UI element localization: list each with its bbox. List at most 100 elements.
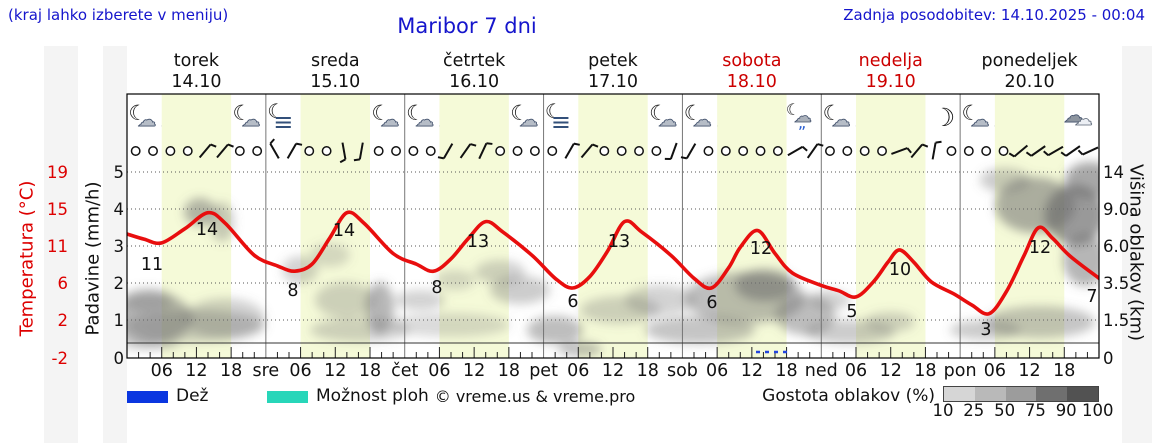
calm-wind-icon bbox=[616, 146, 627, 156]
temp-value-label: 8 bbox=[431, 278, 442, 298]
calm-wind-icon bbox=[495, 146, 506, 156]
temp-value-label: 12 bbox=[750, 239, 772, 259]
wind-barb-icon bbox=[806, 143, 819, 159]
calm-wind-icon bbox=[755, 146, 766, 156]
calm-wind-icon bbox=[720, 146, 731, 156]
wind-barb-icon bbox=[269, 143, 280, 159]
cloud-density-label: Gostota oblakov (%) bbox=[762, 386, 935, 406]
time-label: 12 bbox=[601, 361, 625, 381]
time-label: 12 bbox=[879, 361, 902, 381]
precip-tick-label: 0 bbox=[113, 349, 125, 368]
calm-wind-icon bbox=[373, 146, 384, 156]
temp-value-label: 8 bbox=[287, 281, 298, 301]
calm-wind-icon bbox=[529, 146, 540, 156]
day-date: 19.10 bbox=[865, 72, 916, 92]
day-name: ponedeljek bbox=[981, 51, 1078, 71]
sun-cloud-icon: ☀ ☁ bbox=[612, 100, 644, 131]
precip-tick-label: 2 bbox=[113, 274, 125, 293]
sun-cloud-icon: ☀ ☁ bbox=[195, 100, 227, 131]
calm-wind-icon bbox=[946, 146, 957, 156]
moon-icon: ☽ bbox=[932, 103, 956, 132]
day-abbrev-label: pon bbox=[943, 361, 977, 381]
calm-wind-icon bbox=[859, 146, 870, 156]
wind-barb-icon bbox=[564, 143, 575, 159]
wind-barb-icon bbox=[1065, 145, 1081, 157]
time-label: 06 bbox=[706, 361, 729, 381]
calm-wind-icon bbox=[981, 146, 992, 156]
time-label: 06 bbox=[428, 361, 451, 381]
day-header: torek 14.10 bbox=[127, 51, 265, 93]
sun-cloud-icon: ☀ ☁ bbox=[161, 100, 193, 131]
calm-wind-icon bbox=[963, 146, 974, 156]
day-date: 14.10 bbox=[171, 72, 222, 92]
calm-wind-icon bbox=[391, 146, 401, 156]
day-abbrev-label: čet bbox=[391, 361, 419, 381]
sun-fog-icon: ☀ ≡ bbox=[579, 99, 605, 136]
day-date: 17.10 bbox=[587, 72, 639, 92]
temp-value-label: 14 bbox=[196, 220, 218, 240]
cloud-tick-label: 6.0 bbox=[1103, 237, 1130, 256]
temp-tick-label: 15 bbox=[47, 200, 68, 219]
calm-wind-icon bbox=[252, 146, 263, 156]
calm-wind-icon bbox=[408, 146, 419, 156]
density-tick-label: 10 bbox=[932, 401, 954, 420]
time-label: 06 bbox=[567, 361, 590, 381]
wind-barb-icon bbox=[286, 143, 298, 159]
time-label: 18 bbox=[220, 361, 243, 381]
precip-tick-label: 3 bbox=[113, 237, 125, 256]
cloud-tick-label: 14 bbox=[1103, 163, 1124, 182]
time-label: 06 bbox=[289, 361, 312, 381]
precip-tick-label: 5 bbox=[113, 163, 125, 182]
sun-cloud-icon: ☀ ☁ bbox=[855, 100, 887, 131]
moon-cloud-icon: ☾ ☁ bbox=[406, 101, 435, 131]
wind-barb-icon bbox=[1047, 145, 1064, 157]
sun-cloud-icon: ☀ ☁ bbox=[438, 100, 470, 131]
density-tick-label: 100 bbox=[1082, 401, 1114, 420]
precip-ticks-band bbox=[103, 46, 127, 443]
time-label: 18 bbox=[775, 361, 798, 381]
calm-wind-icon bbox=[634, 146, 644, 156]
wind-barb-icon bbox=[1030, 145, 1046, 157]
calm-wind-icon bbox=[182, 146, 193, 156]
calm-wind-icon bbox=[425, 146, 436, 156]
density-segment bbox=[1036, 387, 1068, 401]
moon-fog-icon: ☾ ≡ bbox=[544, 99, 572, 136]
density-tick-label: 50 bbox=[994, 401, 1016, 420]
cloud-tick-label: 1.5 bbox=[1103, 311, 1130, 330]
day-abbrev-label: ned bbox=[804, 361, 838, 381]
temp-tick-label: -2 bbox=[51, 349, 68, 368]
moon-cloud-icon: ☾ ☁ bbox=[371, 101, 400, 131]
page-title: Maribor 7 dni bbox=[397, 14, 537, 38]
time-label: 18 bbox=[1053, 361, 1076, 381]
time-label: 18 bbox=[636, 361, 659, 381]
time-label: 06 bbox=[983, 361, 1006, 381]
time-label: 18 bbox=[914, 361, 937, 381]
calm-wind-icon bbox=[651, 146, 662, 156]
sun-cloud-icon: ☀ ☁ bbox=[473, 100, 505, 131]
day-date: 16.10 bbox=[449, 72, 500, 92]
calm-wind-icon bbox=[703, 146, 714, 156]
temp-value-label: 12 bbox=[1029, 238, 1051, 258]
copyright-link[interactable]: © vreme.us & vreme.pro bbox=[434, 387, 636, 406]
temp-value-label: 13 bbox=[608, 232, 630, 252]
temp-value-label: 6 bbox=[706, 293, 717, 313]
wind-barb-icon bbox=[931, 142, 937, 160]
calm-wind-icon bbox=[321, 146, 332, 156]
density-segment bbox=[944, 387, 975, 401]
precip-tick-label: 1 bbox=[113, 311, 125, 330]
day-name: torek bbox=[173, 51, 220, 71]
moon-cloud-icon: ☾ ☁ bbox=[683, 101, 712, 131]
calm-wind-icon bbox=[738, 146, 749, 156]
day-name: četrtek bbox=[443, 51, 506, 71]
temp-value-label: 14 bbox=[333, 221, 355, 241]
left-margin-band bbox=[44, 46, 78, 443]
sun-fog-icon: ☀ ≡ bbox=[301, 99, 327, 136]
calm-wind-icon bbox=[165, 146, 176, 156]
time-label: 06 bbox=[150, 361, 173, 381]
wind-barb-icon bbox=[685, 143, 697, 159]
shower-legend-label: Možnost ploh bbox=[316, 386, 429, 406]
time-label: 12 bbox=[185, 361, 208, 381]
wind-barb-icon bbox=[891, 147, 908, 155]
density-tick-label: 90 bbox=[1055, 401, 1077, 420]
